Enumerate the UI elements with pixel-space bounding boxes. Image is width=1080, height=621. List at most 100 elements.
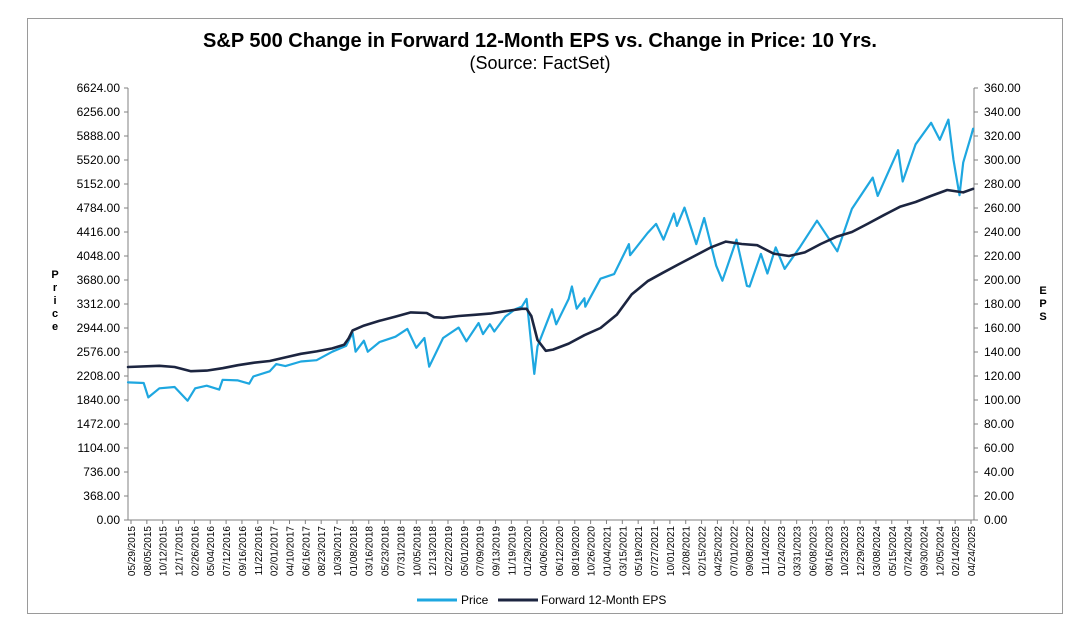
left-tick-label: 4048.00 xyxy=(77,249,121,263)
x-tick-label: 04/25/2022 xyxy=(713,526,724,576)
left-tick-label: 4416.00 xyxy=(77,225,121,239)
left-axis-title-letter: P xyxy=(51,269,58,281)
x-tick-label: 01/08/2018 xyxy=(349,526,360,576)
x-tick-label: 09/08/2022 xyxy=(745,526,756,576)
x-tick-label: 05/19/2021 xyxy=(634,526,645,576)
x-tick-label: 02/22/2019 xyxy=(444,526,455,576)
x-tick-label: 02/15/2022 xyxy=(698,526,709,576)
right-tick-label: 20.00 xyxy=(984,489,1014,503)
x-tick-label: 04/06/2020 xyxy=(539,526,550,576)
x-tick-label: 04/10/2017 xyxy=(285,526,296,576)
legend-eps-label: Forward 12-Month EPS xyxy=(541,593,666,607)
left-tick-label: 2944.00 xyxy=(77,321,121,335)
x-tick-label: 10/01/2021 xyxy=(666,526,677,576)
right-tick-label: 340.00 xyxy=(984,105,1021,119)
chart-title: S&P 500 Change in Forward 12-Month EPS v… xyxy=(203,30,877,52)
x-tick-label: 10/30/2017 xyxy=(333,526,344,576)
x-tick-label: 12/17/2015 xyxy=(175,526,186,576)
x-tick-label: 03/16/2018 xyxy=(365,526,376,576)
x-tick-label: 03/31/2023 xyxy=(793,526,804,576)
left-axis-title-letter: i xyxy=(53,295,56,307)
x-tick-label: 04/24/2025 xyxy=(967,526,978,576)
x-tick-label: 07/12/2016 xyxy=(222,526,233,576)
x-tick-label: 01/04/2021 xyxy=(602,526,613,576)
right-axis-title-letter: E xyxy=(1039,285,1046,297)
left-tick-label: 3312.00 xyxy=(77,297,121,311)
right-tick-label: 300.00 xyxy=(984,153,1021,167)
legend-price-label: Price xyxy=(461,593,489,607)
x-tick-label: 11/19/2019 xyxy=(507,526,518,576)
x-tick-label: 01/24/2023 xyxy=(777,526,788,576)
right-axis-ticks: 0.00 20.00 40.00 60.00 80.00 100.00 120.00 140.… xyxy=(974,81,1021,527)
right-axis-title-letter: S xyxy=(1039,311,1046,323)
right-tick-label: 280.00 xyxy=(984,177,1021,191)
x-tick-label: 02/26/2016 xyxy=(190,526,201,576)
right-tick-label: 0.00 xyxy=(984,513,1008,527)
x-tick-label: 02/14/2025 xyxy=(951,526,962,576)
x-tick-label: 02/01/2017 xyxy=(270,526,281,576)
right-tick-label: 120.00 xyxy=(984,369,1021,383)
x-tick-label: 05/01/2019 xyxy=(460,526,471,576)
chart-subtitle: (Source: FactSet) xyxy=(469,53,611,73)
x-tick-label: 05/04/2016 xyxy=(206,526,217,576)
x-tick-label: 06/16/2017 xyxy=(301,526,312,576)
right-tick-label: 180.00 xyxy=(984,297,1021,311)
chart-frame xyxy=(27,18,1063,614)
x-tick-label: 12/29/2023 xyxy=(856,526,867,576)
legend: Price Forward 12-Month EPS xyxy=(417,593,666,607)
x-tick-label: 12/05/2024 xyxy=(935,526,946,576)
left-tick-label: 6624.00 xyxy=(77,81,121,95)
left-tick-label: 2208.00 xyxy=(77,369,121,383)
x-tick-label: 05/15/2024 xyxy=(888,526,899,576)
x-tick-label: 08/16/2023 xyxy=(824,526,835,576)
right-tick-label: 220.00 xyxy=(984,249,1021,263)
x-tick-label: 07/31/2018 xyxy=(396,526,407,576)
x-axis-ticks: 05/29/2015 08/05/2015 10/12/2015 12/17/2015… xyxy=(127,520,978,576)
right-axis-title-letter: P xyxy=(1039,298,1046,310)
left-tick-label: 3680.00 xyxy=(77,273,121,287)
x-tick-label: 09/30/2024 xyxy=(919,526,930,576)
x-tick-label: 10/05/2018 xyxy=(412,526,423,576)
x-tick-label: 09/16/2016 xyxy=(238,526,249,576)
right-tick-label: 160.00 xyxy=(984,321,1021,335)
x-tick-label: 07/09/2019 xyxy=(476,526,487,576)
left-tick-label: 5888.00 xyxy=(77,129,121,143)
left-tick-label: 1104.00 xyxy=(78,441,121,455)
x-tick-label: 07/01/2022 xyxy=(729,526,740,576)
x-tick-label: 12/13/2018 xyxy=(428,526,439,576)
right-tick-label: 60.00 xyxy=(984,441,1014,455)
right-tick-label: 360.00 xyxy=(984,81,1021,95)
series-group xyxy=(126,118,975,402)
right-tick-label: 80.00 xyxy=(984,417,1014,431)
x-tick-label: 05/29/2015 xyxy=(127,526,138,576)
x-tick-label: 12/08/2021 xyxy=(682,526,693,576)
right-tick-label: 320.00 xyxy=(984,129,1021,143)
price-series-line xyxy=(126,118,975,402)
x-tick-label: 03/15/2021 xyxy=(618,526,629,576)
right-tick-label: 240.00 xyxy=(984,225,1021,239)
left-tick-label: 0.00 xyxy=(97,513,121,527)
x-tick-label: 05/23/2018 xyxy=(381,526,392,576)
left-tick-label: 4784.00 xyxy=(77,201,121,215)
left-tick-label: 5520.00 xyxy=(77,153,121,167)
left-tick-label: 2576.00 xyxy=(77,345,121,359)
left-tick-label: 736.00 xyxy=(83,465,120,479)
left-axis-ticks: 0.00 368.00 736.00 1104.00 1472.00 1840.00 220… xyxy=(77,81,128,527)
x-tick-label: 08/19/2020 xyxy=(571,526,582,576)
eps-series-line xyxy=(126,187,975,373)
right-tick-label: 260.00 xyxy=(984,201,1021,215)
x-tick-label: 08/05/2015 xyxy=(143,526,154,576)
x-tick-label: 11/22/2016 xyxy=(254,526,265,576)
left-tick-label: 1840.00 xyxy=(77,393,121,407)
right-tick-label: 40.00 xyxy=(984,465,1014,479)
x-tick-label: 06/12/2020 xyxy=(555,526,566,576)
right-tick-label: 200.00 xyxy=(984,273,1021,287)
left-tick-label: 1472.00 xyxy=(77,417,121,431)
x-tick-label: 03/08/2024 xyxy=(872,526,883,576)
right-tick-label: 100.00 xyxy=(984,393,1021,407)
x-tick-label: 09/13/2019 xyxy=(492,526,503,576)
x-tick-label: 10/12/2015 xyxy=(159,526,170,576)
x-tick-label: 01/29/2020 xyxy=(523,526,534,576)
